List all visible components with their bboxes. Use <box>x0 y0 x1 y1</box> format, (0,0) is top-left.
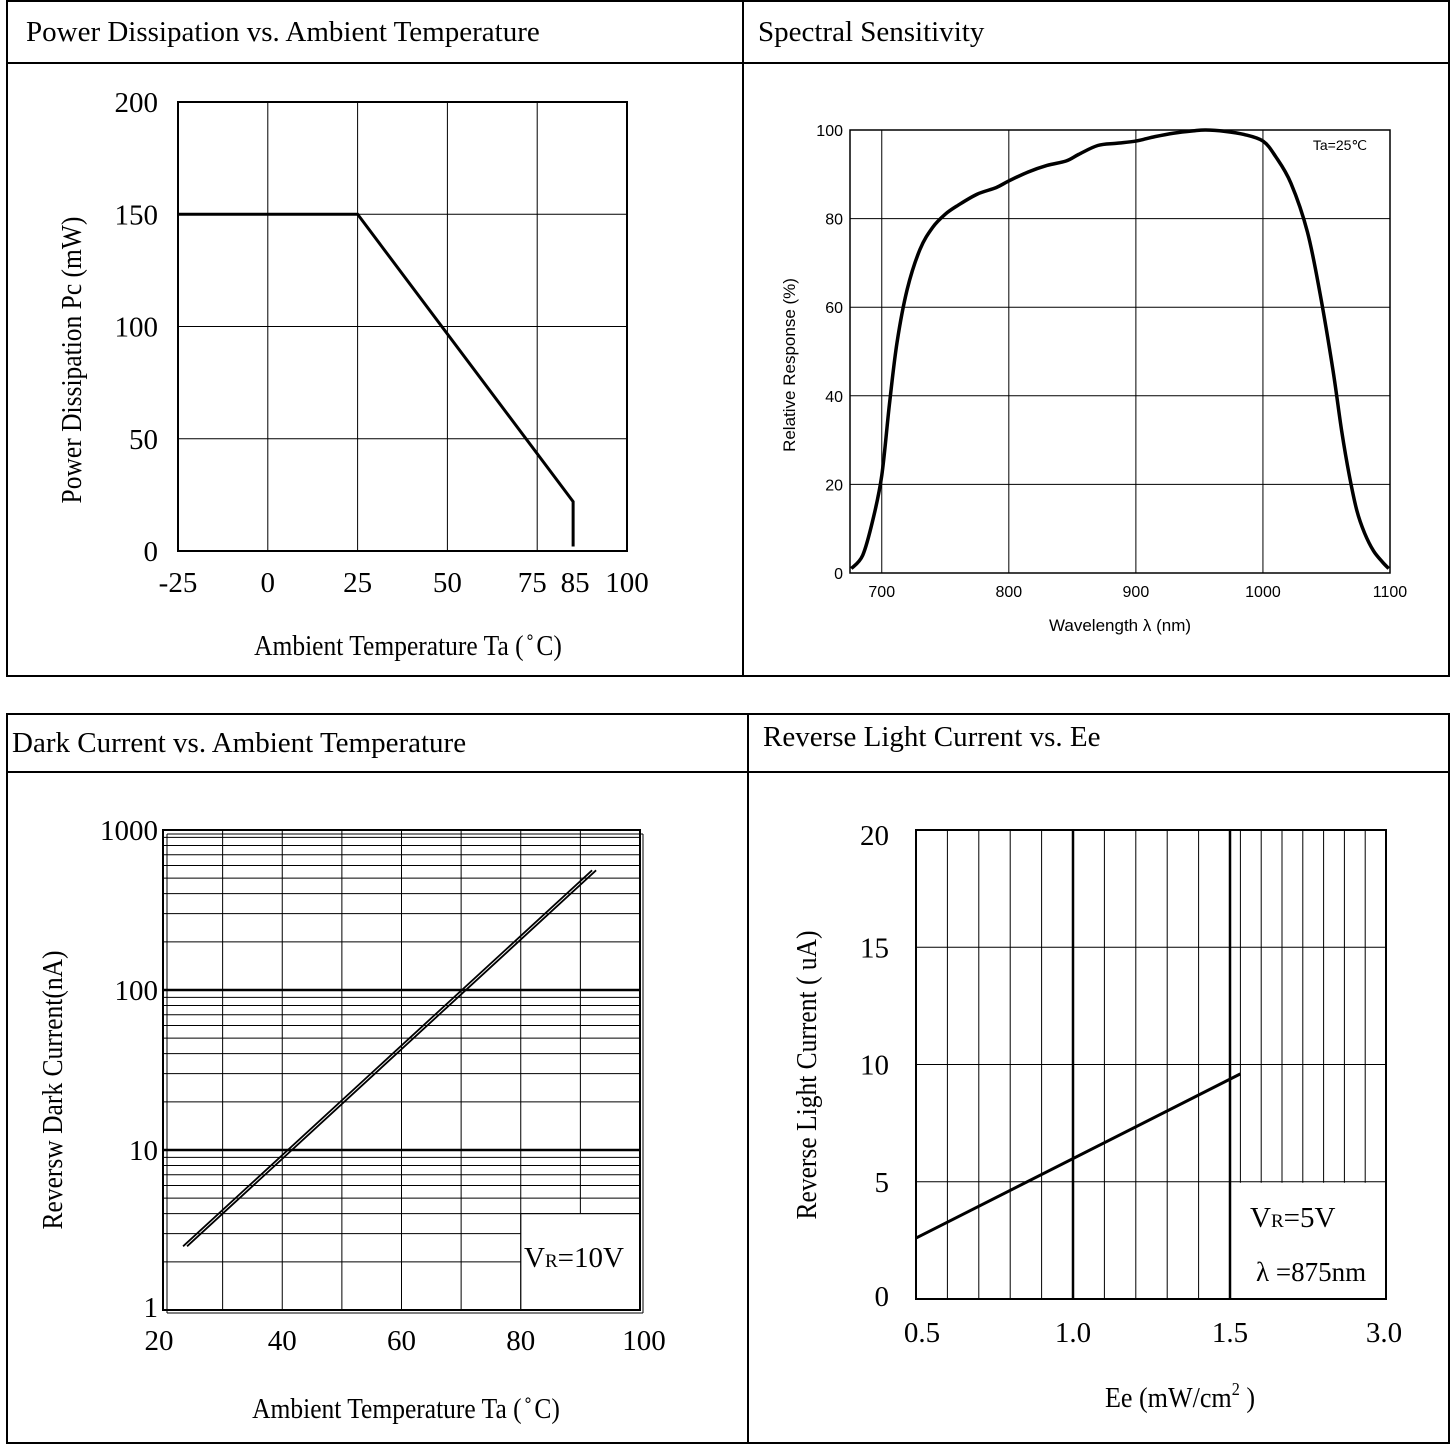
power-y-axis-label: Power Dissipation Pc (mW) <box>56 217 88 504</box>
spectral-y-tick-label: 0 <box>834 566 843 583</box>
dark-y-tick-label: 10 <box>129 1135 158 1167</box>
dark-x-tick-label: 40 <box>268 1325 297 1357</box>
light-curve <box>916 1074 1240 1238</box>
dark-y-tick-label: 1000 <box>100 815 158 847</box>
spectral-plot-frame <box>850 130 1390 573</box>
light-annotation-wavelength: λ =875nm <box>1256 1257 1366 1287</box>
light-y-tick-label: 5 <box>875 1167 890 1199</box>
dark-x-tick-label: 80 <box>506 1325 535 1357</box>
spectral-y-tick-label: 80 <box>825 212 843 229</box>
dark-annotation: VR=10V <box>524 1242 624 1274</box>
dark-x-axis-label: Ambient Temperature Ta ( ̊ C) <box>252 1393 560 1425</box>
power-curve <box>178 214 573 546</box>
spectral-curve <box>851 130 1388 569</box>
light-x-tick-label: 3.0 <box>1366 1317 1402 1349</box>
power-y-tick-label: 50 <box>129 424 158 456</box>
dark-x-tick-label: 60 <box>387 1325 416 1357</box>
spectral-x-tick-label: 1000 <box>1245 584 1281 601</box>
light-y-tick-label: 20 <box>860 820 889 852</box>
dark-y-tick-label: 100 <box>115 975 159 1007</box>
spectral-y-tick-label: 60 <box>825 300 843 317</box>
light-chart: 0.5 1.0 1.5 3.0 0 5 10 15 20 Ee (mW/cm2 ) Reverse … <box>791 820 1403 1413</box>
light-y-tick-label: 10 <box>860 1050 889 1082</box>
power-x-tick-label: 100 <box>605 567 649 599</box>
power-x-tick-label: 25 <box>343 567 372 599</box>
light-x-axis-label: Ee (mW/cm2 ) <box>1105 1379 1255 1413</box>
spectral-annotation: Ta=25℃ <box>1313 137 1367 153</box>
dark-y-axis-label: Reversw Dark Current(nA) <box>37 950 69 1229</box>
spectral-y-tick-label: 100 <box>816 123 843 140</box>
power-x-tick-label: 0 <box>261 567 276 599</box>
spectral-x-tick-label: 800 <box>995 584 1022 601</box>
light-x-tick-label: 0.5 <box>904 1317 940 1349</box>
light-y-axis-label: Reverse Light Current ( uA) <box>791 931 823 1220</box>
power-y-tick-label: 100 <box>115 312 159 344</box>
dark-curve-outline <box>187 870 596 1246</box>
power-x-tick-label: 85 <box>561 567 590 599</box>
power-y-tick-label: 150 <box>115 199 159 231</box>
spectral-x-tick-label: 700 <box>868 584 895 601</box>
light-y-tick-label: 0 <box>875 1281 890 1313</box>
spectral-y-axis-label: Relative Response (%) <box>780 278 799 452</box>
light-x-tick-label: 1.0 <box>1055 1317 1091 1349</box>
power-x-tick-label: 50 <box>433 567 462 599</box>
dark-chart: 20 40 60 80 100 1 10 100 1000 Ambient Temperature… <box>37 815 666 1424</box>
spectral-chart: 700 800 900 1000 1100 0 20 40 60 80 100 Wavelength … <box>780 123 1407 635</box>
power-x-tick-label: 75 <box>518 567 547 599</box>
power-x-tick-label: -25 <box>159 567 198 599</box>
dark-x-tick-label: 100 <box>622 1325 666 1357</box>
spectral-y-tick-label: 40 <box>825 389 843 406</box>
dark-y-tick-label: 1 <box>144 1292 159 1324</box>
light-annotation: VR=5V <box>1250 1202 1335 1234</box>
dark-curve <box>183 870 592 1246</box>
spectral-y-tick-label: 20 <box>825 477 843 494</box>
spectral-x-tick-label: 900 <box>1123 584 1150 601</box>
spectral-x-tick-label: 1100 <box>1373 584 1408 601</box>
power-y-tick-label: 0 <box>144 536 159 568</box>
dark-x-tick-label: 20 <box>145 1325 174 1357</box>
light-y-tick-label: 15 <box>860 932 889 964</box>
light-x-tick-label: 1.5 <box>1212 1317 1248 1349</box>
power-y-tick-label: 200 <box>115 87 159 119</box>
power-x-axis-label: Ambient Temperature Ta ( ̊ C) <box>254 630 562 662</box>
spectral-x-axis-label: Wavelength λ (nm) <box>1049 616 1191 635</box>
